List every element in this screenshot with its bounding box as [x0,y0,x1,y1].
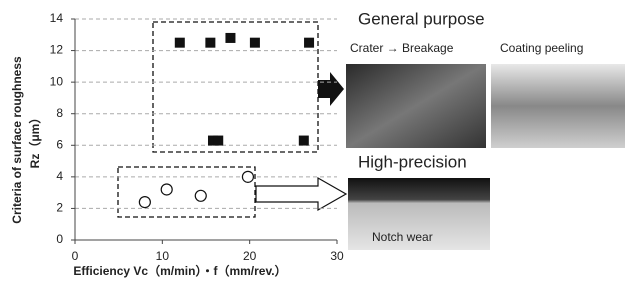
y-tick-label: 6 [56,137,63,151]
y-tick-label: 10 [50,74,64,88]
point [299,136,309,146]
y-tick-label: 8 [56,106,63,120]
panel-title: High-precision [358,152,467,171]
caption: Crater → Breakage [350,41,454,55]
point [195,190,206,201]
arrow [318,72,344,106]
point [304,38,314,48]
y-axis-unit: Rz（μm） [27,112,42,169]
x-tick-label: 10 [156,249,170,263]
y-tick-label: 0 [56,232,63,246]
point [205,38,215,48]
point [175,38,185,48]
y-axis-title: Criteria of surface roughness [10,56,24,224]
caption: Coating peeling [500,41,583,55]
caption: Notch wear [372,230,433,244]
photo [491,64,625,148]
photo [346,64,486,148]
group-box [118,167,255,217]
y-tick-label: 12 [50,43,64,57]
x-tick-label: 0 [72,249,79,263]
point [161,184,172,195]
panel-title: General purpose [358,9,485,28]
x-tick-label: 30 [330,249,344,263]
arrow [256,178,346,210]
point [213,136,223,146]
y-tick-label: 14 [50,11,64,25]
figure: General purpose Crater → Breakage Coatin… [0,0,634,287]
y-tick-label: 2 [56,201,63,215]
x-axis-title: Efficiency Vc（m/min）・f（mm/rev.） [73,263,286,278]
point [225,33,235,43]
point [250,38,260,48]
point [139,197,150,208]
x-tick-label: 20 [243,249,257,263]
point [242,171,253,182]
y-tick-label: 4 [56,169,63,183]
